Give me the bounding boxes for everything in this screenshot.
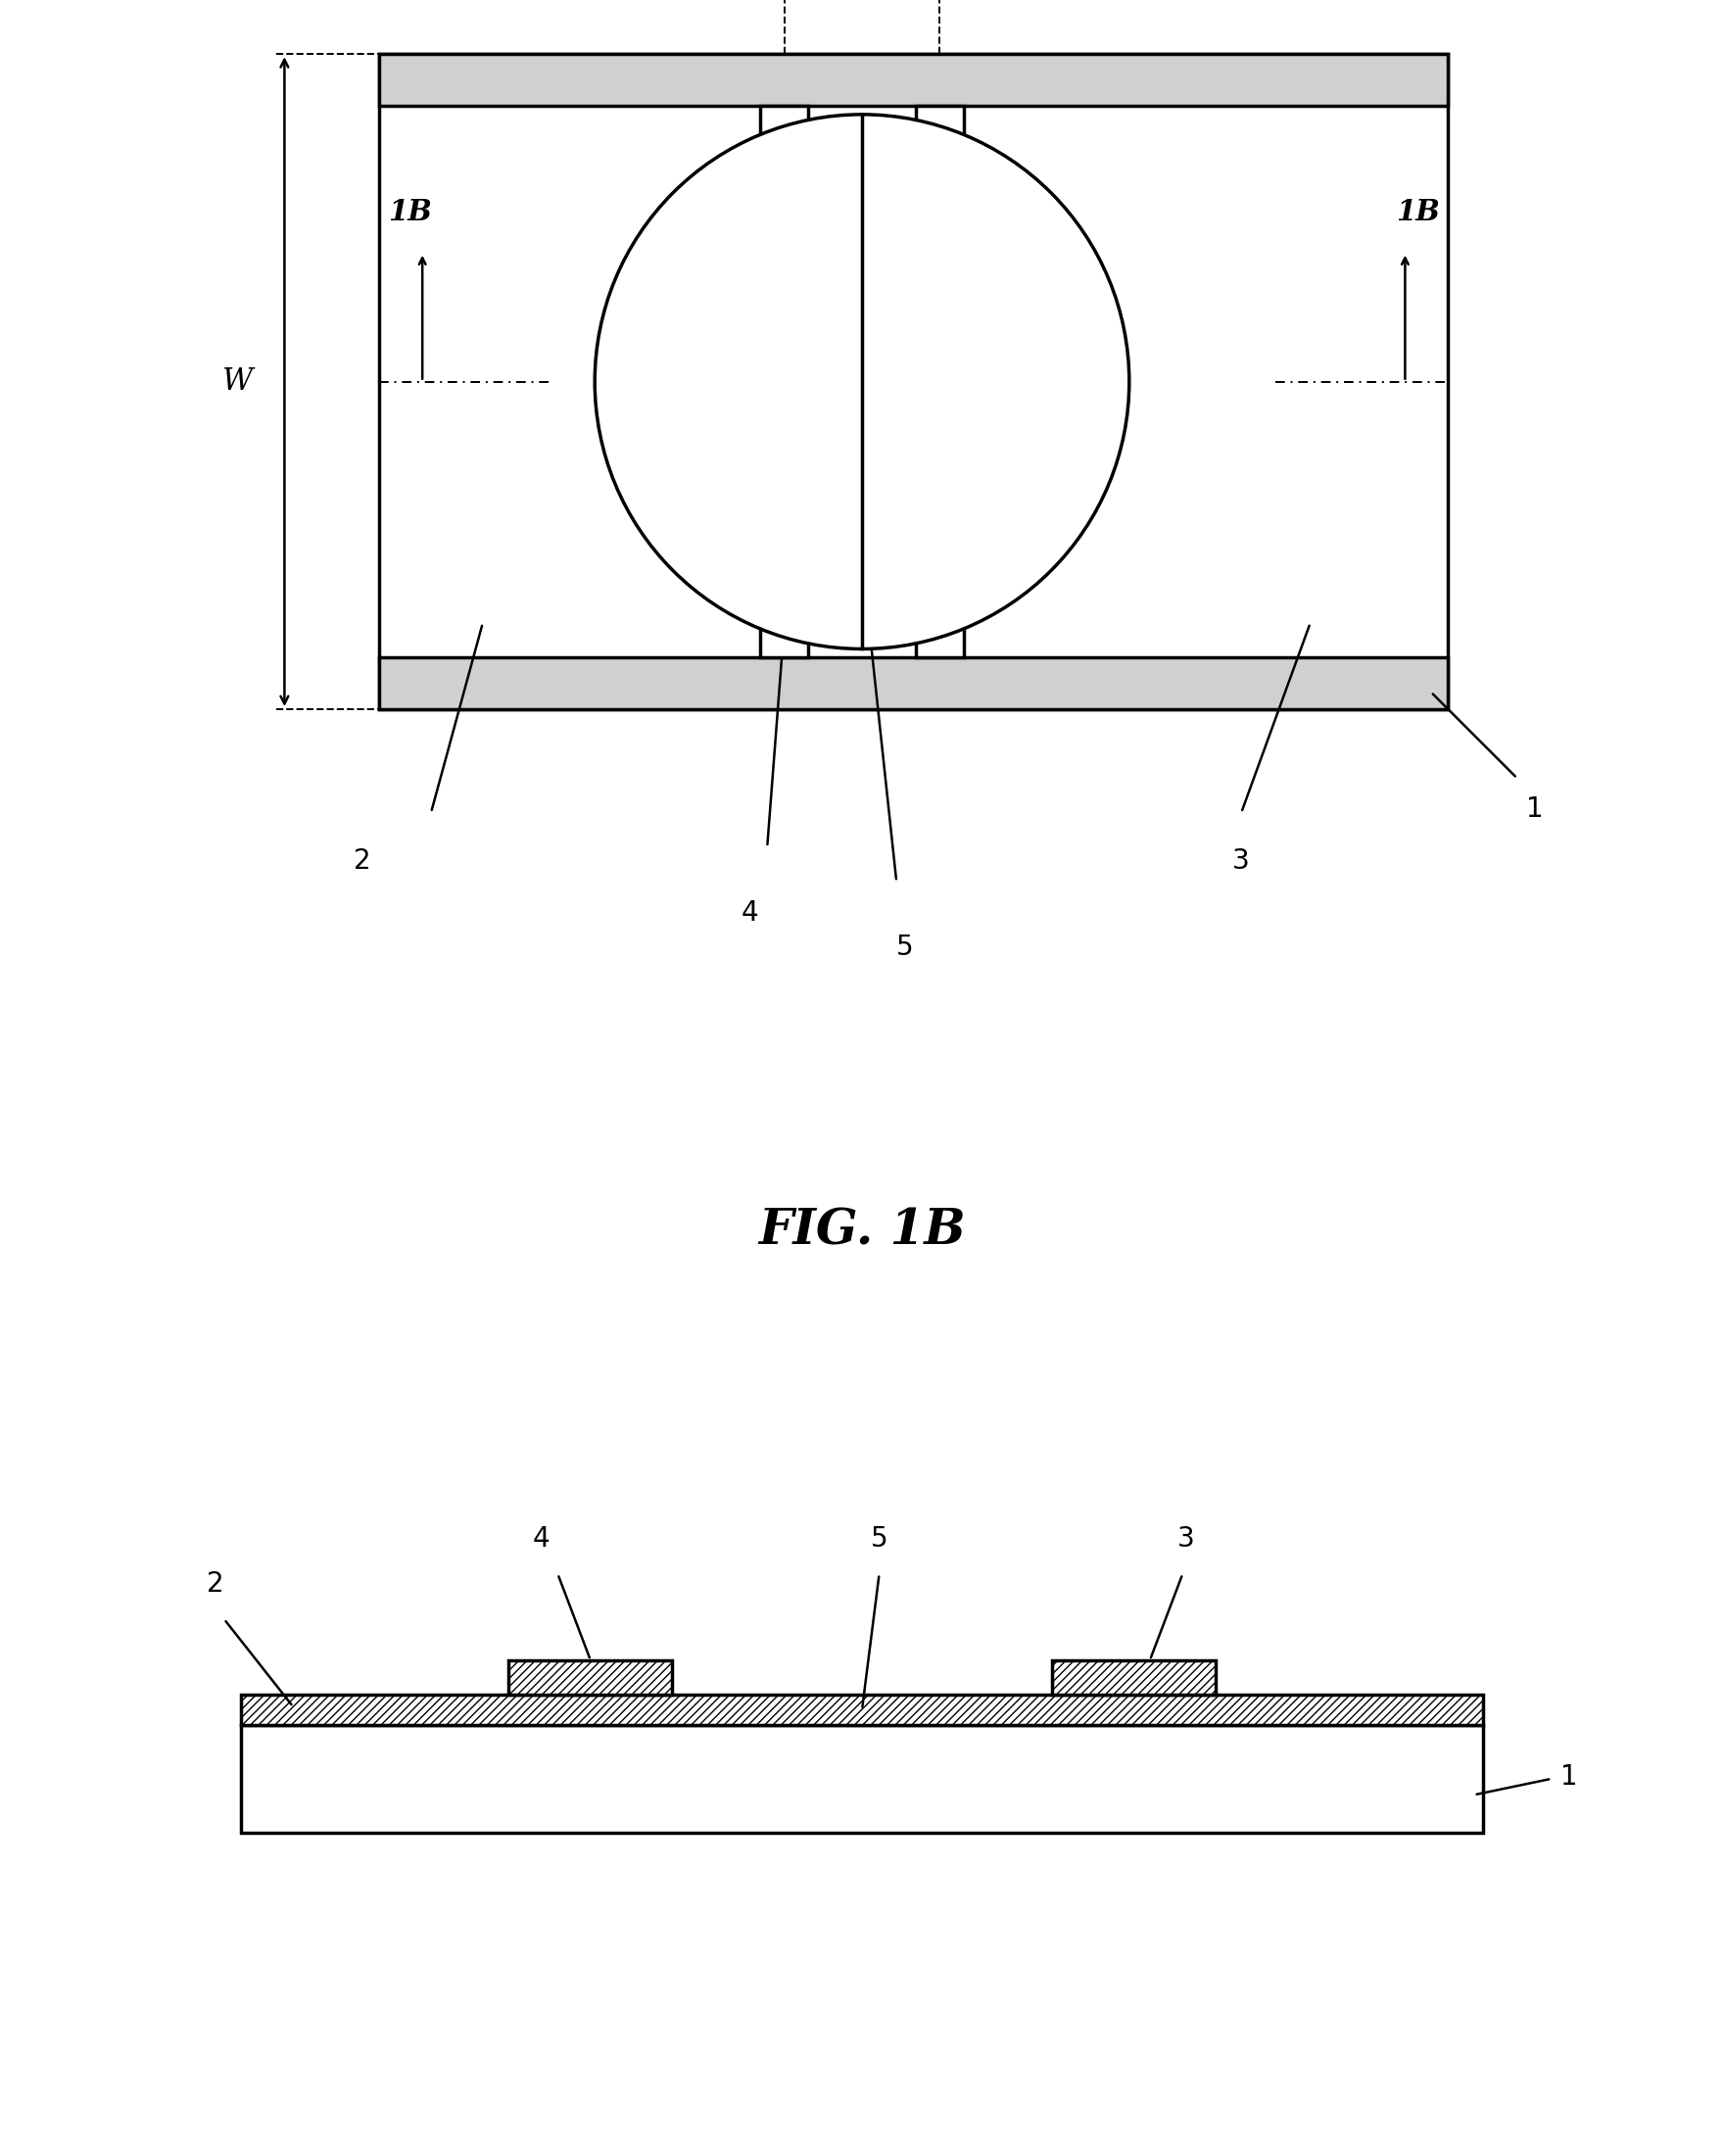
Bar [509, 1660, 672, 1695]
Text: 4: 4 [533, 1524, 550, 1552]
Text: 5: 5 [896, 934, 914, 962]
Text: 3: 3 [1233, 847, 1250, 875]
Text: 1: 1 [1526, 796, 1543, 824]
Bar [915, 106, 964, 658]
Circle shape [595, 114, 1129, 649]
Bar [241, 1695, 1483, 1725]
Text: 5: 5 [871, 1524, 888, 1552]
Bar [379, 54, 1448, 709]
Text: 1B: 1B [1396, 198, 1440, 226]
Bar [1052, 1660, 1215, 1695]
Text: W: W [222, 367, 253, 397]
Bar [1052, 1660, 1215, 1695]
Text: 4: 4 [741, 899, 759, 927]
Text: FIG. 1B: FIG. 1B [759, 1207, 965, 1255]
Text: 1: 1 [1560, 1764, 1577, 1789]
Text: 3: 3 [1177, 1524, 1195, 1552]
Text: 2: 2 [207, 1570, 224, 1598]
Bar [760, 106, 809, 658]
Bar [379, 658, 1448, 709]
Text: 2: 2 [353, 847, 371, 875]
Bar [379, 54, 1448, 106]
Bar [509, 1660, 672, 1695]
Bar [241, 1695, 1483, 1725]
Text: 1B: 1B [388, 198, 431, 226]
Bar [241, 1725, 1483, 1833]
